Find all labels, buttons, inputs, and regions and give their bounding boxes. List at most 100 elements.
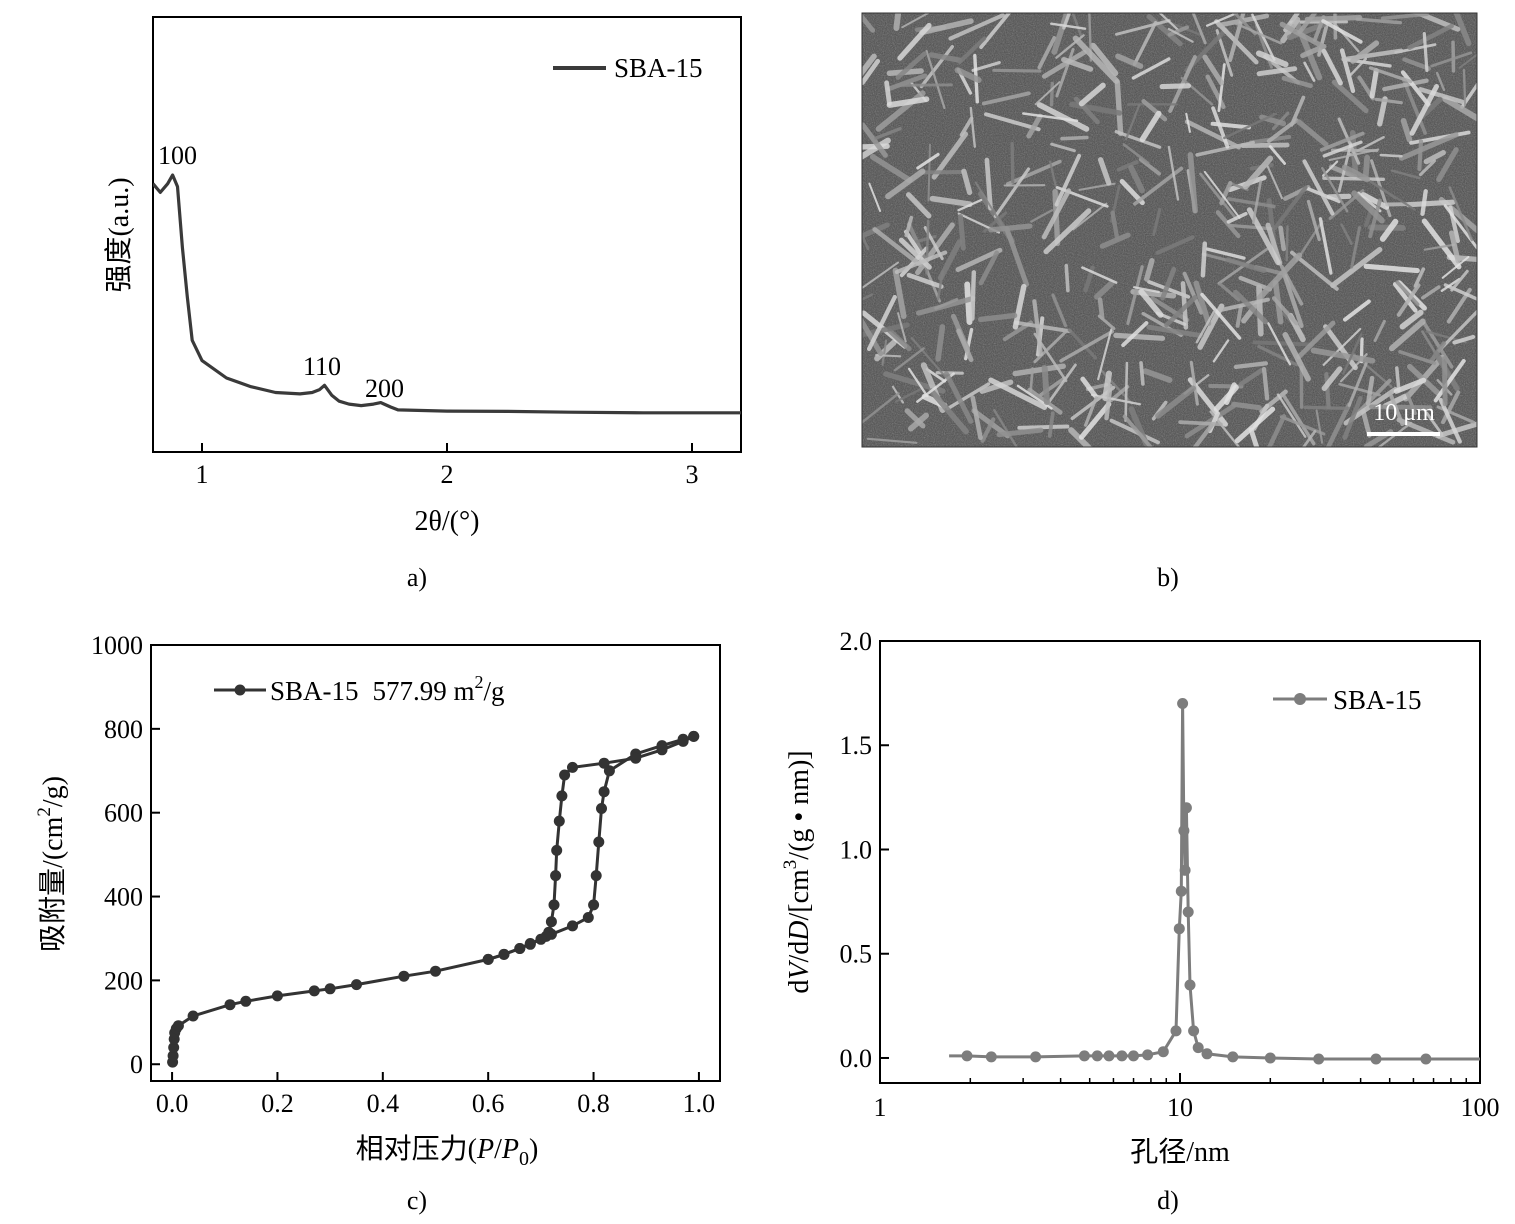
data-point-c: [524, 938, 536, 949]
sem-needle: [1160, 266, 1177, 301]
sem-needle: [1036, 102, 1090, 132]
data-point-c: [630, 752, 642, 764]
legend-d: SBA-15: [1273, 685, 1422, 715]
sem-needle: [892, 267, 907, 319]
sem-needle: [1159, 83, 1192, 90]
series-line-sba15-d: [949, 703, 1480, 1061]
series-line-adsorption-c: [171, 734, 695, 1063]
data-point-c: [187, 1010, 199, 1022]
x-tick-label-c: 0.4: [367, 1089, 400, 1118]
data-point-d: [1179, 864, 1191, 876]
sem-needle: [1060, 135, 1089, 141]
sem-needle: [1347, 361, 1368, 407]
sem-needle: [1205, 247, 1246, 260]
panel-caption-d: d): [1157, 1186, 1179, 1215]
sem-needle: [955, 247, 1003, 273]
x-tick-label-d: 1: [874, 1093, 887, 1122]
sem-needle: [869, 154, 913, 184]
data-point-c: [498, 948, 510, 960]
sem-needle: [1142, 368, 1173, 383]
sem-needle: [884, 80, 892, 106]
sem-needle: [908, 412, 929, 432]
sem-needle: [1252, 340, 1312, 347]
sem-needle: [1218, 282, 1241, 302]
sem-needle: [862, 261, 899, 290]
data-point-c: [351, 979, 362, 991]
sem-needle: [1126, 265, 1144, 325]
sem-needle: [1369, 68, 1379, 99]
sem-needle: [1032, 299, 1043, 357]
sem-needle: [1373, 319, 1386, 342]
sem-needle: [1030, 209, 1054, 223]
sem-needle: [1248, 427, 1260, 447]
sem-needle: [904, 215, 914, 238]
sem-needle: [957, 198, 983, 212]
sem-needle: [1251, 180, 1262, 225]
sem-needle: [1164, 294, 1198, 328]
sem-needle: [1080, 376, 1098, 399]
sem-needle: [1268, 145, 1287, 165]
sem-needle: [1440, 277, 1461, 292]
sem-needle: [1282, 331, 1311, 382]
sem-needle: [862, 222, 890, 239]
sem-needle: [1033, 329, 1068, 364]
sem-needle: [988, 223, 1033, 233]
sem-needle: [1068, 427, 1093, 447]
sem-needle: [1189, 360, 1199, 406]
panel-b-sem-image: 10 μm b): [861, 12, 1478, 592]
sem-needle: [1083, 396, 1098, 427]
sem-needle: [1368, 198, 1382, 239]
data-point-d: [1142, 1049, 1154, 1061]
data-point-d: [1201, 1048, 1213, 1060]
sem-needle: [1318, 217, 1333, 275]
sem-needle: [1219, 180, 1233, 206]
sem-needle: [1061, 56, 1094, 72]
sem-needle: [1425, 411, 1444, 436]
sem-needle: [1241, 301, 1260, 324]
sem-needle: [1228, 13, 1246, 63]
sem-needle: [1115, 19, 1171, 36]
sem-needle: [1234, 406, 1276, 444]
sem-needle: [1321, 48, 1343, 86]
sem-needle: [1257, 345, 1299, 367]
sem-needle: [1421, 285, 1441, 300]
sem-needle: [1150, 296, 1190, 323]
sem-needle: [1363, 263, 1420, 274]
sem-needle: [1343, 299, 1371, 322]
sem-needle: [881, 339, 888, 366]
data-point-c: [168, 1042, 180, 1053]
y-tick-label-d: 1.5: [840, 731, 873, 760]
data-point-d: [1116, 1050, 1128, 1062]
x-ticks-a: 1 2 3: [196, 443, 699, 489]
sem-needle: [936, 270, 944, 301]
sem-needle: [1338, 382, 1381, 397]
data-point-d: [1157, 1046, 1169, 1058]
sem-needle: [1279, 415, 1326, 436]
sem-needle: [1202, 54, 1225, 86]
x-tick-label-c: 0.6: [472, 1089, 505, 1118]
y-axis-label-a: 强度(a.u.): [103, 177, 135, 292]
sem-needle: [1379, 218, 1399, 242]
sem-needle: [1396, 283, 1421, 317]
sem-needle: [906, 272, 944, 289]
sem-needle: [979, 379, 1014, 394]
sem-needle: [1228, 223, 1273, 231]
data-point-c: [514, 943, 526, 954]
sem-needle: [1360, 408, 1372, 438]
sem-needle: [1409, 84, 1439, 136]
panel-c-isotherm: 0.0 0.2 0.4 0.6 0.8 1.0 0 200 400 600 800 1000 SBA-…: [34, 631, 721, 1215]
sem-needle: [1458, 53, 1477, 69]
sem-needle: [1051, 13, 1070, 55]
sem-needle: [1267, 322, 1292, 366]
sem-needle: [1178, 420, 1223, 427]
sem-needle: [984, 157, 993, 211]
sem-needle: [1395, 280, 1420, 307]
sem-needle: [895, 83, 953, 87]
x-tick-label-c: 0.8: [577, 1089, 610, 1118]
sem-needle: [897, 22, 932, 61]
data-point-c: [172, 1020, 184, 1032]
data-point-c: [550, 870, 562, 882]
sem-needle: [1388, 391, 1405, 427]
sem-needle: [1184, 403, 1237, 439]
sem-needle: [934, 298, 959, 310]
